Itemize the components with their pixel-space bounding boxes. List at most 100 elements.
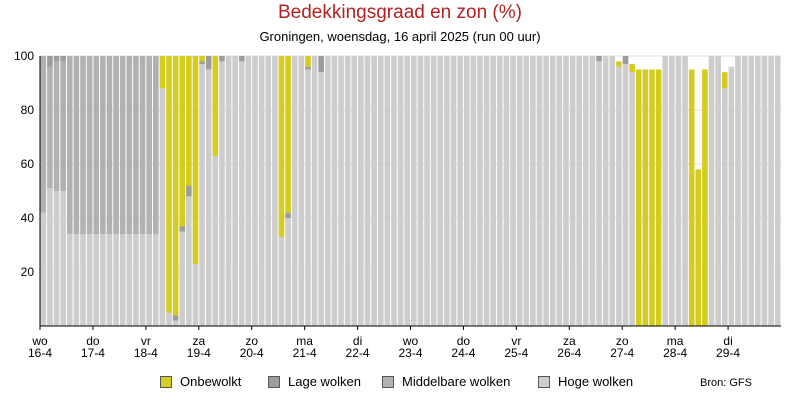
bar-lage-wolken [53, 56, 60, 62]
bar-hoge-wolken [278, 236, 285, 326]
legend-swatch-hoge-wolken [538, 375, 550, 388]
bar-hoge-wolken [728, 66, 735, 327]
bar-onbewolkt [702, 69, 708, 326]
bar-hoge-wolken [351, 56, 358, 326]
bar-middelbare-wolken [100, 56, 106, 235]
bar-hoge-wolken [391, 56, 397, 326]
bar-lage-wolken [219, 56, 225, 62]
bar-onbewolkt [159, 56, 166, 89]
bar-hoge-wolken [569, 56, 576, 326]
bar-hoge-wolken [430, 56, 437, 326]
bar-hoge-wolken [629, 72, 635, 326]
bar-hoge-wolken [463, 56, 470, 326]
x-tick-date-label: 21-4 [293, 346, 317, 360]
bar-lage-wolken [596, 56, 602, 62]
y-tick-label: 20 [21, 265, 35, 279]
bar-onbewolkt [305, 56, 311, 67]
bar-lage-wolken [205, 56, 212, 70]
bar-hoge-wolken [404, 56, 410, 326]
legend-item-lage-wolken: Lage wolken [268, 374, 361, 389]
legend-item-hoge-wolken: Hoge wolken [538, 374, 633, 389]
bar-hoge-wolken [490, 56, 497, 326]
x-tick-date-label: 20-4 [240, 346, 264, 360]
bar-middelbare-wolken [113, 56, 119, 235]
bar-hoge-wolken [73, 234, 80, 326]
x-tick-day-label: ma [667, 334, 684, 348]
bar-hoge-wolken [205, 69, 212, 326]
bar-middelbare-wolken [73, 56, 80, 235]
y-tick-label: 60 [21, 157, 35, 171]
x-tick-day-label: ma [296, 334, 313, 348]
bar-onbewolkt [649, 69, 655, 326]
x-tick-day-label: za [192, 334, 205, 348]
bar-hoge-wolken [543, 56, 549, 326]
bar-hoge-wolken [444, 56, 450, 326]
source-label: Bron: GFS [700, 377, 752, 389]
bar-hoge-wolken [86, 234, 93, 326]
y-tick-label: 100 [14, 49, 34, 63]
bar-hoge-wolken [437, 56, 444, 326]
bar-onbewolkt [199, 56, 205, 62]
bar-lage-wolken [285, 212, 291, 218]
x-tick-day-label: wo [402, 334, 419, 348]
bar-hoge-wolken [212, 155, 219, 326]
bar-hoge-wolken [199, 64, 205, 326]
x-tick-date-label: 16-4 [28, 346, 52, 360]
x-tick-day-label: do [457, 334, 471, 348]
bar-hoge-wolken [457, 56, 463, 326]
bar-hoge-wolken [503, 56, 510, 326]
bar-onbewolkt [616, 61, 622, 67]
bar-onbewolkt [688, 69, 695, 326]
bar-hoge-wolken [417, 56, 424, 326]
x-tick-date-label: 23-4 [398, 346, 422, 360]
bar-hoge-wolken [331, 56, 338, 326]
bar-middelbare-wolken [80, 56, 86, 235]
legend-swatch-middelbare-wolken [382, 375, 394, 388]
bar-hoge-wolken [179, 231, 186, 326]
bar-hoge-wolken [232, 56, 238, 326]
bar-hoge-wolken [774, 56, 781, 326]
bar-onbewolkt [642, 69, 649, 326]
x-tick-date-label: 18-4 [134, 346, 158, 360]
x-tick-day-label: di [353, 334, 362, 348]
legend-label-onbewolkt: Onbewolkt [180, 374, 242, 389]
bar-hoge-wolken [364, 56, 371, 326]
bar-hoge-wolken [166, 312, 172, 326]
bar-hoge-wolken [721, 88, 728, 327]
bar-middelbare-wolken [126, 56, 133, 235]
bar-lage-wolken [186, 185, 192, 197]
bar-hoge-wolken [344, 56, 351, 326]
bar-onbewolkt [721, 72, 728, 89]
bar-hoge-wolken [483, 56, 490, 326]
bar-hoge-wolken [523, 56, 530, 326]
bar-hoge-wolken [80, 234, 86, 326]
bar-hoge-wolken [748, 56, 755, 326]
legend-swatch-onbewolkt [160, 375, 172, 388]
chart-title: Bedekkingsgraad en zon (%) [278, 2, 522, 23]
bar-middelbare-wolken [119, 56, 126, 235]
bar-onbewolkt [285, 56, 291, 213]
legend-item-middelbare-wolken: Middelbare wolken [382, 374, 510, 389]
bar-lage-wolken [179, 226, 186, 232]
bar-hoge-wolken [93, 234, 100, 326]
bar-lage-wolken [60, 56, 66, 62]
bar-hoge-wolken [186, 196, 192, 326]
bar-lage-wolken [238, 56, 245, 62]
bar-middelbare-wolken [152, 56, 159, 235]
bar-hoge-wolken [424, 56, 430, 326]
bar-hoge-wolken [477, 56, 483, 326]
bar-hoge-wolken [358, 56, 364, 326]
bar-hoge-wolken [245, 56, 252, 326]
x-tick-date-label: 25-4 [504, 346, 528, 360]
x-tick-date-label: 28-4 [663, 346, 687, 360]
x-tick-day-label: wo [31, 334, 48, 348]
bar-middelbare-wolken [40, 56, 47, 213]
bar-hoge-wolken [411, 56, 417, 326]
bar-hoge-wolken [609, 56, 616, 326]
bar-hoge-wolken [755, 56, 761, 326]
bar-onbewolkt [192, 56, 199, 264]
bar-hoge-wolken [549, 56, 556, 326]
bar-hoge-wolken [291, 56, 298, 326]
legend-item-onbewolkt: Onbewolkt [160, 374, 241, 389]
x-tick-date-label: 22-4 [346, 346, 370, 360]
